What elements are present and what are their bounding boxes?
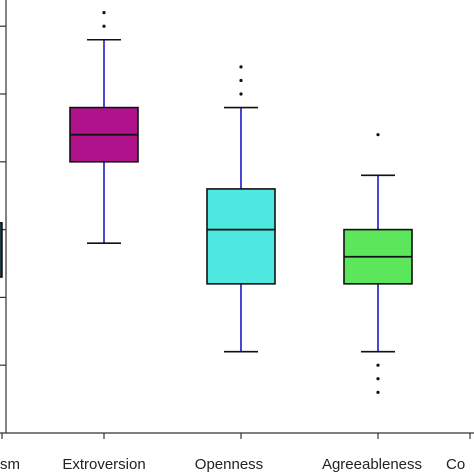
box-body bbox=[0, 222, 3, 278]
box-extroversion bbox=[69, 11, 139, 244]
outlier-point bbox=[102, 24, 106, 28]
outlier-point bbox=[376, 363, 380, 367]
boxes bbox=[0, 11, 413, 394]
x-tick-label: Co bbox=[446, 456, 465, 473]
outlier-point bbox=[376, 133, 380, 137]
x-tick-label: Openness bbox=[195, 456, 263, 473]
outlier-point bbox=[239, 65, 243, 69]
outlier-point bbox=[239, 78, 243, 83]
x-tick-label: Agreeableness bbox=[322, 456, 422, 473]
box-agreeableness bbox=[343, 133, 413, 394]
category-labels: sm Extroversion Openness Agreeableness Co bbox=[0, 456, 465, 473]
outlier-point bbox=[239, 92, 243, 96]
box-openness bbox=[206, 65, 276, 353]
outlier-point bbox=[102, 11, 106, 15]
x-axis bbox=[0, 432, 474, 439]
box-sm bbox=[0, 222, 3, 278]
box-body bbox=[206, 188, 276, 285]
x-tick-label: sm bbox=[0, 456, 20, 473]
x-tick-label: Extroversion bbox=[62, 456, 145, 473]
outlier-point bbox=[376, 390, 380, 394]
outlier-point bbox=[376, 377, 380, 381]
y-axis bbox=[0, 0, 7, 433]
